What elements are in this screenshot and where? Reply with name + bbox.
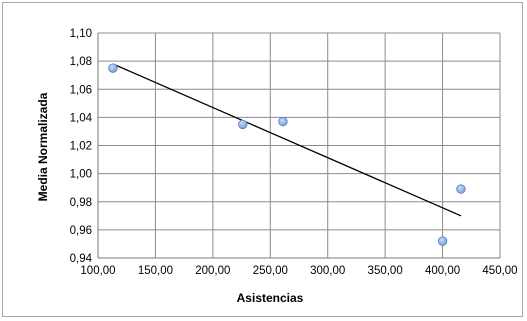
y-tick-label: 1,04: [70, 112, 93, 124]
y-tick-label: 1,10: [70, 28, 92, 40]
x-tick-label: 450,00: [482, 265, 517, 277]
y-tick-label: 0,96: [70, 225, 92, 237]
x-tick-label: 100,00: [80, 265, 115, 277]
y-tick-label: 1,02: [70, 141, 92, 153]
data-point: [238, 119, 248, 130]
trendline-layer: [112, 63, 462, 217]
data-point: [108, 63, 118, 73]
y-tick-label: 1,00: [70, 169, 92, 181]
x-tick-label: 350,00: [368, 265, 403, 277]
x-tick-label: 200,00: [195, 265, 230, 277]
y-tick-label: 1,08: [70, 56, 92, 68]
tick-labels: 0,94 0,96 0,98 1,00 1,02 1,04 1,06 1,08 1,10 100,…: [70, 28, 518, 277]
y-tick-label: 1,06: [70, 84, 92, 96]
chart-frame: 0,94 0,96 0,98 1,00 1,02 1,04 1,06 1,08 1,10 100,…: [2, 2, 523, 317]
x-tick-label: 150,00: [138, 265, 173, 277]
scatter-chart: 0,94 0,96 0,98 1,00 1,02 1,04 1,06 1,08 1,10 100,…: [36, 28, 518, 305]
x-tick-label: 250,00: [253, 265, 288, 277]
x-tick-label: 300,00: [310, 265, 345, 277]
data-points: [108, 63, 466, 246]
trendline: [112, 63, 462, 217]
y-tick-label: 0,98: [70, 197, 92, 209]
data-point: [456, 184, 466, 194]
y-tick-label: 0,94: [70, 253, 93, 265]
x-axis-title: Asistencias: [237, 291, 304, 305]
x-tick-label: 400,00: [425, 265, 460, 277]
y-axis-title: Media Normalizada: [36, 92, 50, 201]
data-point: [437, 236, 448, 246]
data-point: [278, 116, 288, 127]
